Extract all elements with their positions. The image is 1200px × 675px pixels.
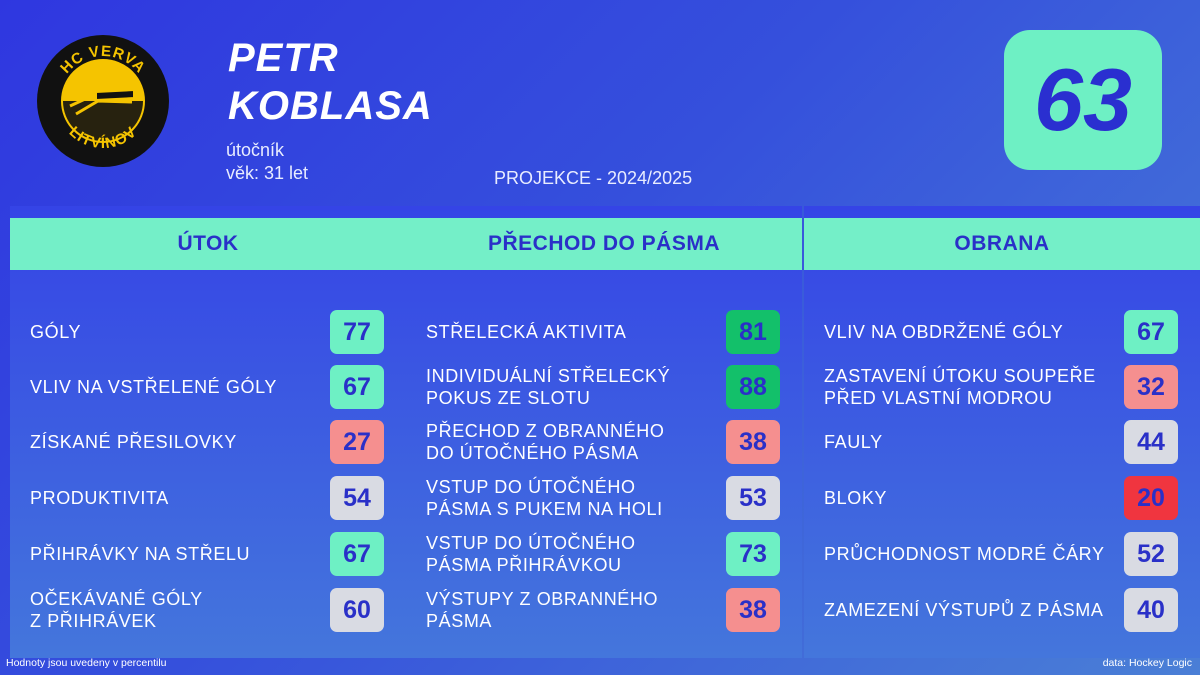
stat-percentile-badge: 67 [1124, 310, 1178, 354]
stat-percentile-badge: 73 [726, 532, 780, 576]
projection-label: PROJEKCE - 2024/2025 [494, 168, 693, 188]
stat-row: PŘIHRÁVKY NA STŘELU 67 [10, 528, 406, 580]
overall-rating-badge: 63 [1004, 30, 1162, 170]
stat-row: GÓLY 77 [10, 306, 406, 358]
stat-label: PRŮCHODNOST MODRÉ ČÁRY [824, 544, 1105, 564]
stat-row: PRŮCHODNOST MODRÉ ČÁRY 52 [804, 528, 1200, 580]
stat-label: BLOKY [824, 488, 888, 508]
player-first-name: PETR [228, 36, 339, 80]
panel-obrana: OBRANA VLIV NA OBDRŽENÉ GÓLY 67 ZASTAVENÍ … [804, 206, 1200, 658]
stat-label: PŘIHRÁVKY NA STŘELU [30, 544, 251, 564]
stat-percentile-badge: 38 [726, 420, 780, 464]
stat-percentile-badge: 77 [330, 310, 384, 354]
stat-label: ZAMEZENÍ VÝSTUPŮ Z PÁSMA [824, 600, 1104, 620]
stat-label: ZÍSKANÉ PŘESILOVKY [30, 432, 237, 452]
stat-percentile-badge: 44 [1124, 420, 1178, 464]
player-age: věk: 31 let [226, 163, 309, 183]
panel-utok: ÚTOK GÓLY 77 VLIV NA VSTŘELENÉ GÓLY 67 ZÍSKA… [10, 206, 406, 658]
stat-label: ZASTAVENÍ ÚTOKU SOUPEŘE PŘED VLASTNÍ MODR… [824, 366, 1096, 408]
stat-row: FAULY 44 [804, 416, 1200, 468]
stat-row: ZAMEZENÍ VÝSTUPŮ Z PÁSMA 40 [804, 584, 1200, 636]
overall-rating-value: 63 [1034, 50, 1132, 149]
stat-percentile-badge: 40 [1124, 588, 1178, 632]
stat-label: VLIV NA OBDRŽENÉ GÓLY [824, 322, 1064, 342]
stat-row: PRODUKTIVITA 54 [10, 472, 406, 524]
stat-percentile-badge: 81 [726, 310, 780, 354]
stat-row: VÝSTUPY Z OBRANNÉHO PÁSMA 38 [406, 584, 802, 636]
stat-percentile-badge: 54 [330, 476, 384, 520]
stat-row: INDIVIDUÁLNÍ STŘELECKÝ POKUS ZE SLOTU 88 [406, 361, 802, 413]
stat-percentile-badge: 52 [1124, 532, 1178, 576]
stat-percentile-badge: 20 [1124, 476, 1178, 520]
stat-percentile-badge: 88 [726, 365, 780, 409]
stat-label: VSTUP DO ÚTOČNÉHO PÁSMA S PUKEM NA HOLI [426, 477, 663, 519]
stat-label: INDIVIDUÁLNÍ STŘELECKÝ POKUS ZE SLOTU [426, 366, 671, 408]
footer-note: Hodnoty jsou uvedeny v percentilu [6, 657, 167, 669]
stat-percentile-badge: 67 [330, 532, 384, 576]
panel-prechod: PŘECHOD DO PÁSMA STŘELECKÁ AKTIVITA 81 IND… [406, 206, 802, 658]
stat-row: VLIV NA OBDRŽENÉ GÓLY 67 [804, 306, 1200, 358]
stat-label: VSTUP DO ÚTOČNÉHO PÁSMA PŘIHRÁVKOU [426, 533, 636, 575]
stat-row: STŘELECKÁ AKTIVITA 81 [406, 306, 802, 358]
stat-label: OČEKÁVANÉ GÓLY Z PŘIHRÁVEK [30, 589, 203, 631]
stat-label: FAULY [824, 432, 883, 452]
panel-title: OBRANA [804, 218, 1200, 270]
stat-label: STŘELECKÁ AKTIVITA [426, 322, 627, 342]
footer-source: data: Hockey Logic [1102, 657, 1192, 669]
stat-percentile-badge: 53 [726, 476, 780, 520]
stat-label: PŘECHOD Z OBRANNÉHO DO ÚTOČNÉHO PÁSMA [426, 421, 665, 463]
stat-row: VLIV NA VSTŘELENÉ GÓLY 67 [10, 361, 406, 413]
player-position: útočník [226, 140, 285, 160]
stat-row: ZASTAVENÍ ÚTOKU SOUPEŘE PŘED VLASTNÍ MODR… [804, 361, 1200, 413]
stat-percentile-badge: 32 [1124, 365, 1178, 409]
stat-percentile-badge: 27 [330, 420, 384, 464]
stat-label: VÝSTUPY Z OBRANNÉHO PÁSMA [426, 589, 659, 631]
player-last-name: KOBLASA [228, 84, 433, 128]
panel-title: PŘECHOD DO PÁSMA [406, 218, 802, 270]
stat-row: PŘECHOD Z OBRANNÉHO DO ÚTOČNÉHO PÁSMA 38 [406, 416, 802, 468]
stat-label: PRODUKTIVITA [30, 488, 169, 508]
stat-row: OČEKÁVANÉ GÓLY Z PŘIHRÁVEK 60 [10, 584, 406, 636]
stat-percentile-badge: 67 [330, 365, 384, 409]
stat-label: VLIV NA VSTŘELENÉ GÓLY [30, 377, 277, 397]
stat-row: VSTUP DO ÚTOČNÉHO PÁSMA S PUKEM NA HOLI 53 [406, 472, 802, 524]
stat-row: VSTUP DO ÚTOČNÉHO PÁSMA PŘIHRÁVKOU 73 [406, 528, 802, 580]
stat-row: ZÍSKANÉ PŘESILOVKY 27 [10, 416, 406, 468]
stat-row: BLOKY 20 [804, 472, 1200, 524]
stat-percentile-badge: 60 [330, 588, 384, 632]
team-logo: HC VERVA LITVÍNOV [37, 35, 169, 167]
stat-percentile-badge: 38 [726, 588, 780, 632]
stat-label: GÓLY [30, 322, 82, 342]
panel-title: ÚTOK [10, 218, 406, 270]
